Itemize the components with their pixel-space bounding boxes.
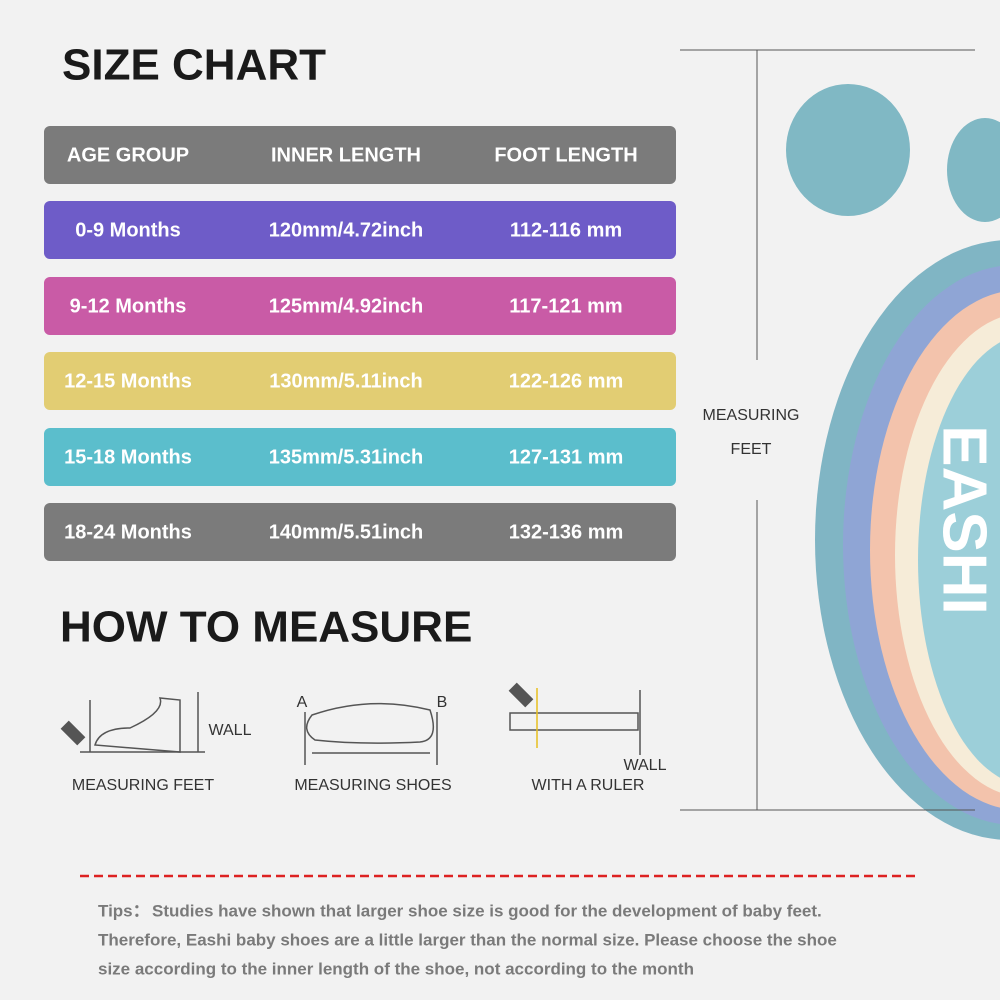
pen — [60, 720, 86, 746]
measure-icons — [60, 682, 641, 765]
header-cell: FOOT LENGTH — [494, 144, 637, 166]
table-cell: 132-136 mm — [509, 521, 624, 543]
table-cell: 12-15 Months — [64, 370, 192, 392]
table-cell: 15-18 Months — [64, 446, 192, 468]
shoe-outline — [306, 702, 435, 744]
big-toe — [786, 84, 910, 216]
table-cell: 0-9 Months — [75, 219, 181, 241]
step-label: MEASURING SHOES — [294, 777, 451, 794]
table-cell: 9-12 Months — [70, 295, 187, 317]
table-cell: 140mm/5.51inch — [269, 521, 424, 543]
foot-illustration — [786, 84, 1000, 840]
header-cell: INNER LENGTH — [271, 144, 421, 166]
table-cell: 127-131 mm — [509, 446, 624, 468]
row-bar — [44, 201, 676, 259]
section-title: HOW TO MEASURE — [60, 603, 472, 652]
header-cell: AGE GROUP — [67, 144, 189, 166]
side-label: FEET — [731, 441, 772, 458]
pen — [508, 682, 534, 708]
foot-outline — [94, 697, 181, 753]
tips-label: Tips： — [98, 901, 150, 920]
row-bar — [44, 503, 676, 561]
title: SIZE CHART — [62, 41, 326, 90]
brand: EASHI — [930, 425, 999, 614]
step-label: WITH A RULER — [532, 777, 645, 794]
step-label: MEASURING FEET — [72, 777, 214, 794]
table-cell: 18-24 Months — [64, 521, 192, 543]
measure-lines — [680, 49, 975, 811]
table-cell: 112-116 mm — [510, 219, 622, 241]
tips-line: Therefore, Eashi baby shoes are a little… — [98, 930, 837, 949]
row-bar — [44, 277, 676, 335]
table-cell: 135mm/5.31inch — [269, 446, 424, 468]
icon-label: WALL — [209, 722, 252, 739]
row-bar — [44, 126, 676, 184]
table-cell: 120mm/4.72inch — [269, 219, 424, 241]
table-cell: 117-121 mm — [509, 295, 622, 317]
icon-label: A — [297, 694, 308, 711]
tips-line: Studies have shown that larger shoe size… — [152, 901, 822, 920]
small-toe — [947, 118, 1000, 222]
icon-label: WALL — [624, 757, 667, 774]
table-cell: 125mm/4.92inch — [269, 295, 424, 317]
row-bar — [44, 428, 676, 486]
icon-label: B — [437, 694, 448, 711]
ruler — [509, 712, 639, 731]
side-label: MEASURING — [703, 407, 800, 424]
table-cell: 130mm/5.11inch — [269, 370, 422, 392]
tips-line: size according to the inner length of th… — [98, 959, 694, 978]
row-bar — [44, 352, 676, 410]
table-cell: 122-126 mm — [509, 370, 624, 392]
sole-layer — [918, 342, 1000, 778]
